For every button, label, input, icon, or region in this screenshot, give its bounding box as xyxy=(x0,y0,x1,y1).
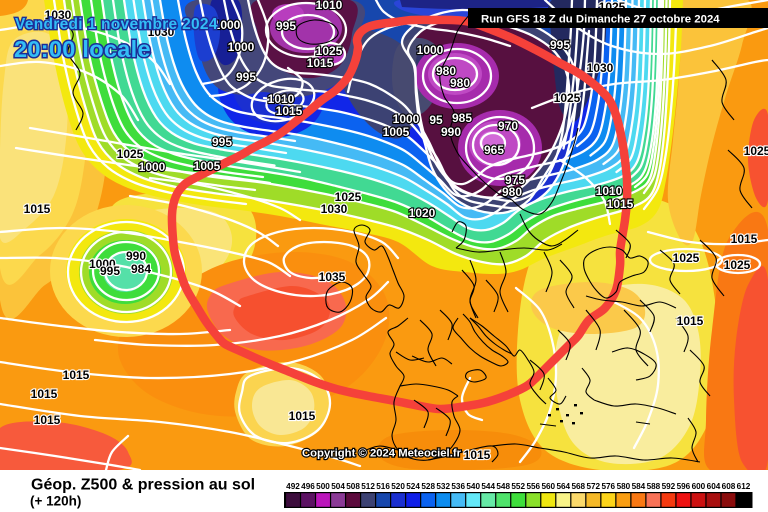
svg-text:Vendredi 1 novembre 2024: Vendredi 1 novembre 2024 xyxy=(15,16,218,33)
svg-text:592: 592 xyxy=(662,482,676,491)
svg-text:580: 580 xyxy=(617,482,631,491)
svg-text:970: 970 xyxy=(498,119,518,133)
svg-text:1000: 1000 xyxy=(214,18,241,32)
svg-text:1025: 1025 xyxy=(673,251,700,265)
svg-text:1025: 1025 xyxy=(724,258,751,272)
svg-text:1015: 1015 xyxy=(63,368,90,382)
svg-text:1015: 1015 xyxy=(276,104,303,118)
svg-text:1000: 1000 xyxy=(393,112,420,126)
svg-text:980: 980 xyxy=(436,64,456,78)
svg-text:20:00 locale: 20:00 locale xyxy=(14,36,151,62)
svg-text:Copyright © 2024 Meteociel.fr: Copyright © 2024 Meteociel.fr xyxy=(302,448,462,460)
svg-text:548: 548 xyxy=(496,482,510,491)
svg-text:1000: 1000 xyxy=(228,40,255,54)
svg-text:1015: 1015 xyxy=(31,387,58,401)
svg-text:500: 500 xyxy=(316,482,330,491)
svg-text:608: 608 xyxy=(722,482,736,491)
svg-text:576: 576 xyxy=(601,482,615,491)
svg-text:556: 556 xyxy=(526,482,540,491)
svg-text:496: 496 xyxy=(301,482,315,491)
svg-text:568: 568 xyxy=(571,482,585,491)
svg-text:528: 528 xyxy=(421,482,435,491)
svg-text:1035: 1035 xyxy=(319,270,346,284)
svg-text:980: 980 xyxy=(450,76,470,90)
svg-text:572: 572 xyxy=(586,482,600,491)
svg-text:584: 584 xyxy=(632,482,646,491)
svg-text:544: 544 xyxy=(481,482,495,491)
svg-text:1010: 1010 xyxy=(596,184,623,198)
svg-text:512: 512 xyxy=(361,482,375,491)
svg-text:Run GFS 18 Z du Dimanche 27 oc: Run GFS 18 Z du Dimanche 27 octobre 2024 xyxy=(481,14,720,26)
svg-text:596: 596 xyxy=(677,482,691,491)
svg-text:492: 492 xyxy=(286,482,300,491)
svg-text:508: 508 xyxy=(346,482,360,491)
svg-text:990: 990 xyxy=(126,249,146,263)
svg-text:604: 604 xyxy=(707,482,721,491)
svg-text:1030: 1030 xyxy=(587,61,614,75)
svg-text:1000.: 1000. xyxy=(89,257,119,271)
svg-text:975: 975 xyxy=(505,173,525,187)
svg-text:95: 95 xyxy=(429,113,443,127)
svg-text:984: 984 xyxy=(131,262,151,276)
svg-text:1030: 1030 xyxy=(45,8,72,22)
svg-text:1025: 1025 xyxy=(117,147,144,161)
svg-text:516: 516 xyxy=(376,482,390,491)
svg-text:1025: 1025 xyxy=(554,91,581,105)
svg-text:985: 985 xyxy=(452,111,472,125)
svg-text:588: 588 xyxy=(647,482,661,491)
svg-text:1015: 1015 xyxy=(307,56,334,70)
svg-text:524: 524 xyxy=(406,482,420,491)
svg-text:1015: 1015 xyxy=(677,314,704,328)
svg-text:1010: 1010 xyxy=(268,92,295,106)
svg-text:995: 995 xyxy=(212,135,232,149)
svg-text:600: 600 xyxy=(692,482,706,491)
svg-text:564: 564 xyxy=(556,482,570,491)
svg-text:1015: 1015 xyxy=(731,232,758,246)
svg-text:995: 995 xyxy=(100,264,120,278)
svg-text:612: 612 xyxy=(737,482,751,491)
svg-text:995: 995 xyxy=(236,70,256,84)
svg-text:536: 536 xyxy=(451,482,465,491)
svg-text:1000: 1000 xyxy=(417,43,444,57)
svg-text:1020: 1020 xyxy=(409,206,436,220)
svg-text:1015: 1015 xyxy=(289,409,316,423)
svg-text:Géop. Z500 & pression au sol: Géop. Z500 & pression au sol xyxy=(31,477,255,494)
svg-text:532: 532 xyxy=(436,482,450,491)
svg-text:520: 520 xyxy=(391,482,405,491)
svg-text:995: 995 xyxy=(550,38,570,52)
svg-text:1015: 1015 xyxy=(464,448,491,462)
svg-text:1005: 1005 xyxy=(383,125,410,139)
svg-text:1005: 1005 xyxy=(194,159,221,173)
svg-text:552: 552 xyxy=(511,482,525,491)
svg-text:1015: 1015 xyxy=(24,202,51,216)
svg-text:560: 560 xyxy=(541,482,555,491)
svg-text:1010: 1010 xyxy=(316,0,343,12)
svg-text:1015: 1015 xyxy=(34,413,61,427)
svg-text:1015: 1015 xyxy=(607,197,634,211)
svg-text:980: 980 xyxy=(502,185,522,199)
svg-text:1025: 1025 xyxy=(316,44,343,58)
svg-text:504: 504 xyxy=(331,482,345,491)
svg-text:(+ 120h): (+ 120h) xyxy=(30,494,81,509)
svg-text:540: 540 xyxy=(466,482,480,491)
svg-text:1025: 1025 xyxy=(335,190,362,204)
svg-text:1030: 1030 xyxy=(321,202,348,216)
svg-text:1000: 1000 xyxy=(139,160,166,174)
svg-text:1030: 1030 xyxy=(148,25,175,39)
svg-text:1025: 1025 xyxy=(744,144,768,158)
svg-text:965: 965 xyxy=(484,143,504,157)
svg-text:990: 990 xyxy=(441,125,461,139)
svg-text:995: 995 xyxy=(276,19,296,33)
